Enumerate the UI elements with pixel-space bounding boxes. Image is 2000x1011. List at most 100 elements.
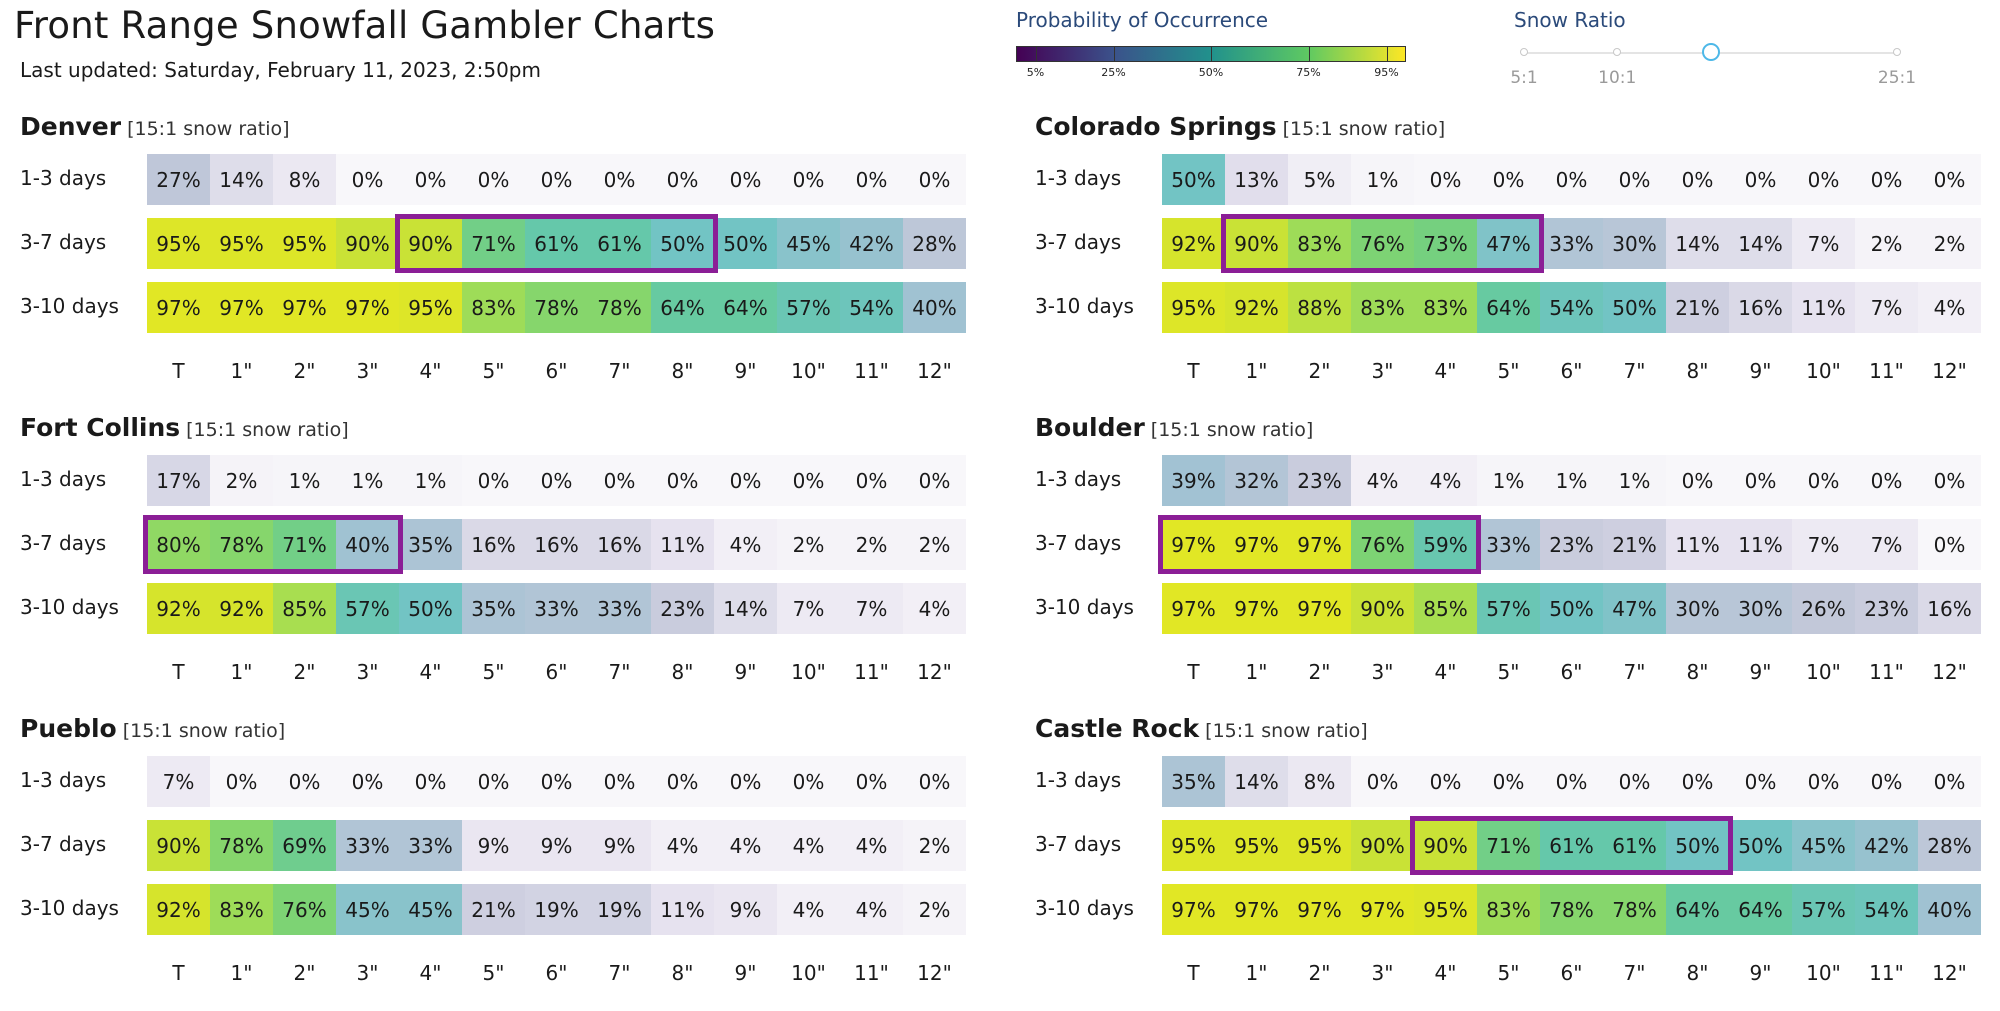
chart-subtitle: [15:1 snow ratio] — [1205, 720, 1368, 742]
heatmap-cell: 2% — [1918, 218, 1981, 269]
chart-panel-castle-rock: Castle Rock [15:1 snow ratio] 1-3 days 35% 1… — [1029, 714, 2000, 1004]
x-tick-label: 7" — [608, 660, 631, 684]
snow-ratio-label: 10:1 — [1598, 68, 1637, 88]
heatmap-cell: 0% — [525, 756, 588, 807]
x-tick-label: 5" — [482, 660, 505, 684]
row-label: 1-3 days — [1035, 768, 1122, 792]
heatmap-cell: 0% — [1414, 154, 1477, 205]
heatmap-cell: 57% — [1792, 884, 1855, 935]
snow-ratio-slider[interactable]: Snow Ratio 5:1 10:1 25:1 — [1500, 8, 1930, 88]
heatmap-cell: 7% — [147, 756, 210, 807]
heatmap-cell: 7% — [1855, 282, 1918, 333]
x-tick-label: 10" — [1806, 660, 1841, 684]
x-tick-label: T — [172, 961, 185, 985]
heatmap-cell: 97% — [210, 282, 273, 333]
snow-ratio-stop[interactable] — [1893, 48, 1901, 56]
heatmap-cell: 32% — [1225, 455, 1288, 506]
x-tick-label: 5" — [482, 961, 505, 985]
heatmap-cell: 0% — [840, 756, 903, 807]
x-tick-label: 2" — [293, 961, 316, 985]
heatmap-cell: 50% — [399, 583, 462, 634]
heatmap-cell: 2% — [777, 519, 840, 570]
heatmap-cell: 71% — [462, 218, 525, 269]
heatmap-cell: 97% — [1288, 884, 1351, 935]
heatmap-cell: 95% — [273, 218, 336, 269]
x-tick-label: 8" — [671, 961, 694, 985]
x-tick-label: 11" — [1869, 359, 1904, 383]
heatmap-cell: 95% — [1288, 820, 1351, 871]
heatmap-cell: 85% — [273, 583, 336, 634]
heatmap-cell: 0% — [777, 756, 840, 807]
heatmap-cell: 54% — [840, 282, 903, 333]
heatmap-cell: 71% — [1477, 820, 1540, 871]
x-tick-label: 2" — [1308, 359, 1331, 383]
chart-subtitle: [15:1 snow ratio] — [122, 720, 286, 742]
heatmap-cell: 33% — [1477, 519, 1540, 570]
heatmap-cell: 50% — [1729, 820, 1792, 871]
x-tick-label: 7" — [608, 359, 631, 383]
heatmap-cell: 39% — [1162, 455, 1225, 506]
heatmap-cell: 14% — [1666, 218, 1729, 269]
chart-subtitle: [15:1 snow ratio] — [127, 118, 290, 140]
x-tick-label: 8" — [1686, 359, 1709, 383]
heatmap-cell: 64% — [1477, 282, 1540, 333]
heatmap-cell: 50% — [1603, 282, 1666, 333]
heatmap-cell: 0% — [1414, 756, 1477, 807]
heatmap-cell: 0% — [1603, 756, 1666, 807]
snow-ratio-handle[interactable] — [1701, 43, 1720, 61]
x-tick-label: 12" — [917, 359, 952, 383]
heatmap-cell: 21% — [462, 884, 525, 935]
heatmap-cell: 57% — [777, 282, 840, 333]
heatmap-cell: 33% — [336, 820, 399, 871]
heatmap-cell: 0% — [714, 756, 777, 807]
heatmap-cell: 0% — [903, 154, 966, 205]
heatmap-cell: 1% — [273, 455, 336, 506]
heatmap-cell: 85% — [1414, 583, 1477, 634]
heatmap-cell: 78% — [525, 282, 588, 333]
heatmap-cell: 16% — [588, 519, 651, 570]
heatmap-cell: 11% — [1792, 282, 1855, 333]
heatmap-cell: 16% — [1729, 282, 1792, 333]
chart-title: Pueblo [15:1 snow ratio] — [20, 714, 286, 743]
heatmap-cell: 0% — [1666, 455, 1729, 506]
heatmap-cell: 0% — [1351, 756, 1414, 807]
heatmap-cell: 0% — [1792, 455, 1855, 506]
x-tick-label: 4" — [419, 961, 442, 985]
heatmap-cell: 35% — [399, 519, 462, 570]
legend-tick — [1308, 46, 1310, 62]
x-tick-label: 1" — [230, 359, 253, 383]
heatmap-cell: 83% — [462, 282, 525, 333]
heatmap-cell: 45% — [1792, 820, 1855, 871]
heatmap-cell: 14% — [210, 154, 273, 205]
heatmap-cell: 0% — [336, 756, 399, 807]
heatmap-cell: 90% — [336, 218, 399, 269]
heatmap-cell: 78% — [210, 519, 273, 570]
snow-ratio-stop[interactable] — [1613, 48, 1622, 56]
heatmap-cell: 80% — [147, 519, 210, 570]
x-tick-label: T — [1187, 660, 1200, 684]
heatmap-cell: 92% — [147, 583, 210, 634]
heatmap-cell: 23% — [1540, 519, 1603, 570]
heatmap-cell: 0% — [1918, 154, 1981, 205]
x-tick-label: 11" — [854, 359, 889, 383]
x-tick-label: 11" — [854, 961, 889, 985]
snow-ratio-stop[interactable] — [1520, 48, 1528, 56]
heatmap-cell: 50% — [651, 218, 714, 269]
x-tick-label: T — [1187, 359, 1200, 383]
chart-title: Boulder [15:1 snow ratio] — [1035, 413, 1314, 442]
x-tick-label: 6" — [545, 359, 568, 383]
heatmap-cell: 0% — [1603, 154, 1666, 205]
heatmap-cell: 1% — [1351, 154, 1414, 205]
snow-ratio-title: Snow Ratio — [1514, 8, 1626, 32]
x-tick-label: 5" — [482, 359, 505, 383]
heatmap-cell: 0% — [1477, 154, 1540, 205]
heatmap-cell: 59% — [1414, 519, 1477, 570]
x-tick-label: 9" — [734, 359, 757, 383]
x-tick-label: 9" — [1749, 660, 1772, 684]
row-label: 3-10 days — [1035, 896, 1134, 920]
x-tick-label: 2" — [293, 359, 316, 383]
legend-title: Probability of Occurrence — [1016, 8, 1269, 32]
heatmap-cell: 26% — [1792, 583, 1855, 634]
heatmap-cell: 47% — [1477, 218, 1540, 269]
heatmap-cell: 50% — [1540, 583, 1603, 634]
